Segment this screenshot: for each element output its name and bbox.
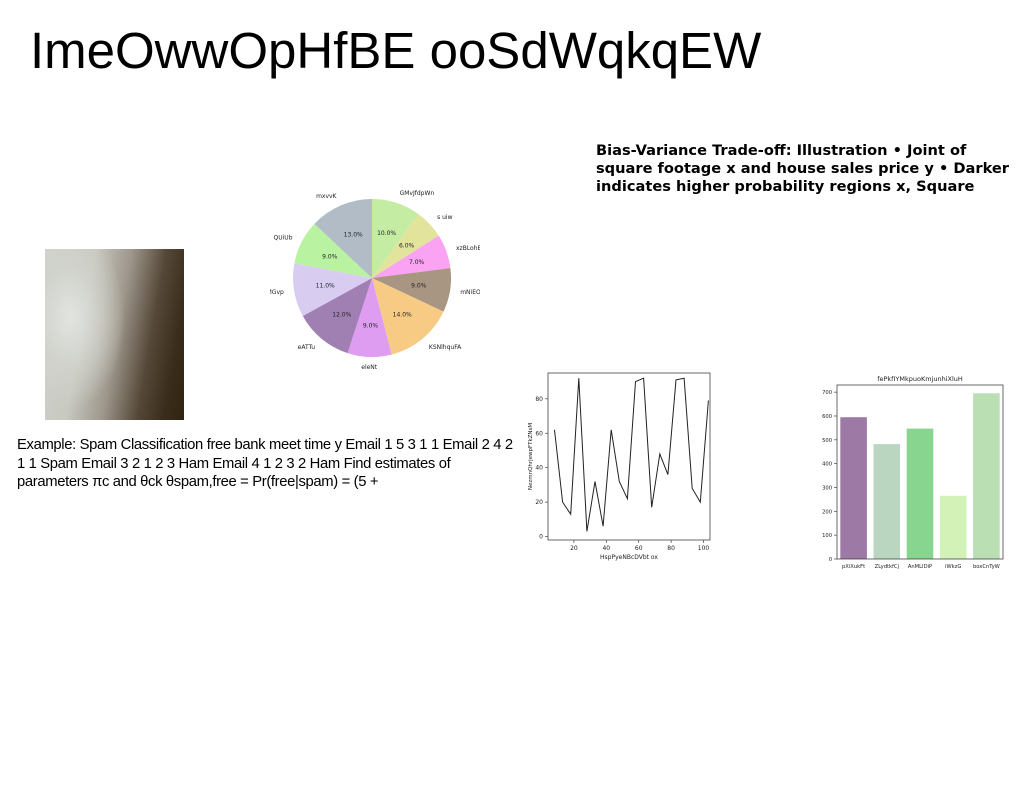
pie-chart: 10.0% GMvJfdpWn 6.0% s uiw 7.0% xzBLohBSz 9.0%… — [270, 190, 480, 371]
x-tick-label: 60 — [635, 545, 643, 552]
pie-category-label: eleNt — [361, 364, 378, 371]
pie-percent-label: 12.0% — [332, 312, 351, 319]
x-tick-label: 40 — [602, 545, 610, 552]
y-tick-label: 200 — [822, 509, 832, 515]
pie-percent-label: 10.0% — [377, 230, 396, 237]
bar-category-label: AnMLIDiP — [908, 564, 932, 570]
x-tick-label: 80 — [667, 545, 675, 552]
pie-slice — [372, 214, 439, 278]
pie-percent-label: 9.0% — [322, 254, 338, 261]
pie-slice — [347, 278, 392, 357]
y-tick-label: 0 — [539, 534, 543, 541]
pie-percent-label: 14.0% — [393, 312, 412, 319]
pie-category-label: KSNlhquFA — [429, 344, 462, 351]
y-tick-label: 300 — [822, 485, 832, 491]
y-tick-label: 80 — [535, 396, 543, 403]
y-tick-label: 0 — [829, 557, 832, 563]
y-tick-label: 700 — [822, 390, 832, 396]
pie-category-label: QUiUb — [274, 235, 293, 242]
pie-percent-label: 13.0% — [344, 232, 363, 239]
bar-category-label: ZLydtkfCj — [875, 564, 899, 570]
line-series — [554, 377, 709, 532]
bar — [939, 495, 967, 559]
pie-slice — [314, 199, 372, 278]
bar-category-label: boxCnTyW — [973, 564, 1000, 570]
y-tick-label: 400 — [822, 462, 832, 468]
page-title: ImeOwwOpHfBE ooSdWqkqEW — [30, 22, 762, 79]
blurred-photo — [45, 249, 184, 420]
pie-slice — [372, 278, 444, 355]
pie-category-label: cMGvp — [270, 289, 284, 296]
bar — [873, 444, 901, 559]
y-tick-label: 20 — [535, 499, 543, 506]
y-tick-label: 100 — [822, 533, 832, 539]
pie-percent-label: 7.0% — [409, 259, 425, 266]
pie-slice — [302, 278, 372, 354]
bar-category-label: iWkzG — [945, 564, 961, 570]
pie-slice — [293, 263, 372, 317]
bar — [906, 428, 934, 559]
pie-category-label: GMvJfdpWn — [400, 190, 435, 197]
bar-category-label: pXiXukFt — [842, 564, 865, 570]
bar — [840, 417, 867, 559]
bias-variance-text: Bias-Variance Trade-off: Illustration • … — [596, 142, 1009, 195]
x-axis-label: HspPyeNBcDVbt ox — [600, 554, 658, 561]
y-tick-label: 600 — [822, 414, 832, 420]
pie-category-label: mxvvK — [316, 193, 337, 200]
bar — [973, 393, 1000, 559]
pie-category-label: mNiEOhZ — [460, 289, 480, 296]
x-tick-label: 20 — [570, 545, 578, 552]
x-tick-label: 100 — [698, 545, 710, 552]
pie-category-label: s uiw — [437, 214, 453, 221]
pie-category-label: xzBLohBSz — [456, 245, 480, 252]
pie-slice — [294, 223, 372, 278]
y-tick-label: 60 — [535, 430, 543, 437]
y-tick-label: 40 — [535, 465, 543, 472]
pie-percent-label: 9.0% — [411, 282, 427, 289]
bar-chart-title: fePkfIYMkpuoKmjunhiXluH — [877, 375, 963, 383]
y-axis-label: NezmnQhrjewpFTkZNsM — [528, 423, 534, 491]
pie-percent-label: 9.0% — [363, 322, 379, 329]
spam-example-text: Example: Spam Classification free bank m… — [17, 437, 513, 490]
pie-percent-label: 11.0% — [316, 282, 335, 289]
line-chart: 20 40 60 80 100 0 20 40 60 80 HspPyeNBcDVbt ox Nezm… — [528, 372, 711, 561]
y-tick-label: 500 — [822, 438, 832, 444]
pie-category-label: eATTu — [298, 344, 316, 351]
pie-percent-label: 6.0% — [399, 243, 415, 250]
bar-plot-frame — [836, 384, 1004, 560]
pie-slice — [372, 268, 452, 312]
line-plot-frame — [547, 372, 711, 541]
bar-chart: fePkfIYMkpuoKmjunhiXluH pXiXukFt ZLydtkfCj… — [822, 375, 1004, 570]
pie-slice — [372, 235, 451, 278]
pie-slice — [372, 199, 419, 278]
